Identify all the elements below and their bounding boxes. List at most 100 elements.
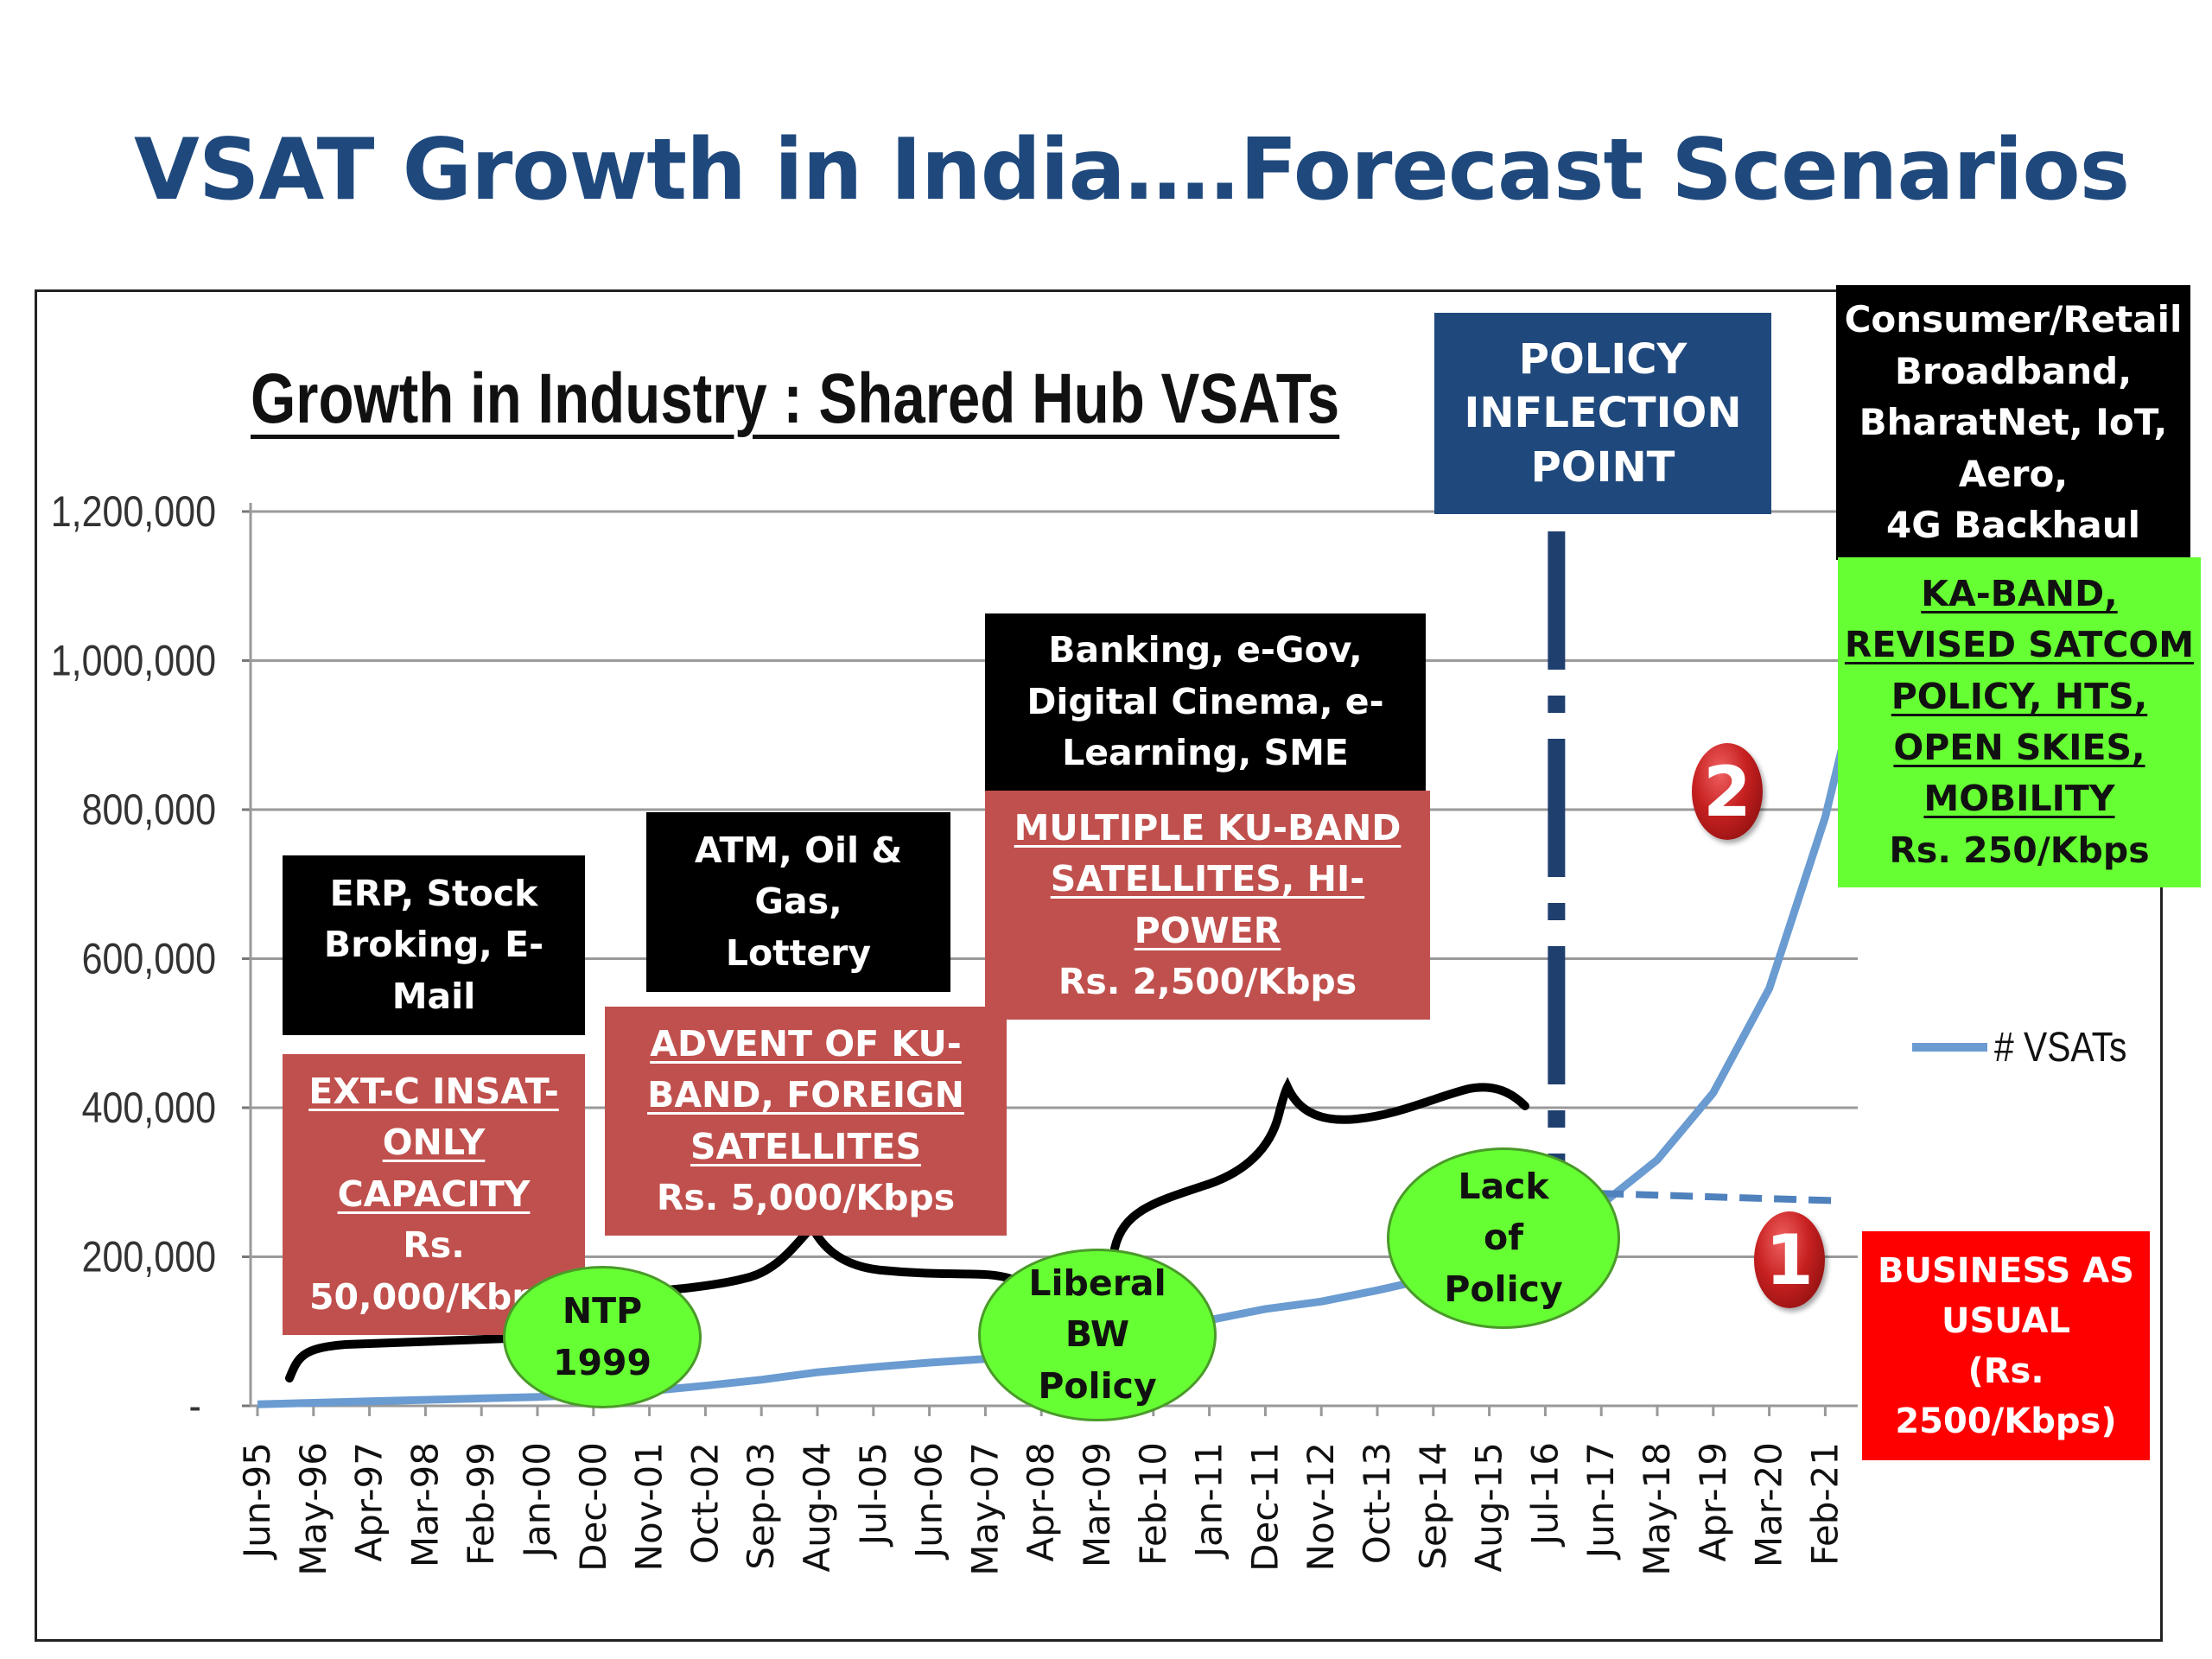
atm-line-2: Gas, [754, 880, 842, 923]
ntp-1999-oval: NTP 1999 [503, 1266, 702, 1408]
extc-price-1: Rs. [403, 1224, 465, 1267]
y-tick-label: 1,000,000 [51, 636, 216, 684]
erp-line-3: Mail [391, 975, 476, 1017]
erp-stock-box: ERP, Stock Broking, E- Mail [283, 855, 585, 1035]
x-tick-label: Dec-11 [1243, 1442, 1286, 1572]
x-tick-label: May-18 [1636, 1442, 1678, 1576]
axes: - 200,000 400,000 600,000 800,000 1,000,000 1,… [51, 487, 1858, 1576]
y-tick-label: 600,000 [82, 934, 216, 982]
advent-line-1: ADVENT OF KU- [650, 1022, 962, 1065]
bau-line-3: (Rs. [1967, 1351, 2044, 1391]
multi-ku-line-3: POWER [1134, 909, 1281, 951]
atm-oil-gas-box: ATM, Oil & Gas, Lottery [646, 812, 950, 992]
consumer-line-3: BharatNet, IoT, [1859, 401, 2168, 444]
y-tick-label: 400,000 [82, 1084, 216, 1132]
extc-line-2: ONLY [382, 1122, 486, 1164]
x-tick-label: Jan-11 [1188, 1442, 1230, 1560]
extc-line-3: CAPACITY [337, 1173, 531, 1215]
y-tick-label: 200,000 [82, 1232, 216, 1281]
x-tick-label: Oct-02 [683, 1442, 726, 1564]
brace-3 [1110, 1077, 1529, 1253]
x-tick-label: Jul-05 [852, 1442, 894, 1548]
x-tick-label: Feb-21 [1803, 1442, 1846, 1566]
ka-line-5: MOBILITY [1923, 778, 2115, 820]
y-tick-label: 1,200,000 [51, 487, 216, 536]
bau-line-1: BUSINESS AS [1878, 1250, 2134, 1291]
erp-line-2: Broking, E- [323, 924, 544, 966]
policy-line-2: INFLECTION [1464, 389, 1742, 438]
scenario-2-badge: 2 [1692, 743, 1763, 840]
x-tick-label: Nov-01 [628, 1442, 671, 1571]
x-tick-label: Aug-04 [796, 1442, 838, 1573]
consumer-line-5: 4G Backhaul [1885, 504, 2141, 547]
lack-line-1: Lack [1458, 1165, 1549, 1207]
liberal-line-2: BW [1065, 1313, 1130, 1356]
consumer-line-1: Consumer/Retail [1844, 297, 2183, 340]
legend-label: # VSATs [1994, 1025, 2126, 1071]
advent-ku-band-box: ADVENT OF KU- BAND, FOREIGN SATELLITES R… [605, 1007, 1007, 1236]
ntp-line-2: 1999 [552, 1341, 652, 1383]
banking-line-3: Learning, SME [1062, 732, 1349, 774]
ka-line-4: OPEN SKIES, [1893, 727, 2145, 768]
x-tick-label: Aug-15 [1468, 1442, 1510, 1573]
x-tick-label: Sep-03 [740, 1442, 782, 1570]
business-as-usual-box: BUSINESS AS USUAL (Rs. 2500/Kbps) [1862, 1231, 2150, 1460]
consumer-line-2: Broadband, [1894, 349, 2133, 392]
liberal-line-1: Liberal [1028, 1262, 1166, 1304]
x-tick-label: Dec-00 [572, 1442, 614, 1572]
x-tick-label: Apr-97 [348, 1442, 391, 1562]
ka-line-3: POLICY, HTS, [1891, 675, 2148, 717]
scenario-1-badge: 1 [1754, 1211, 1825, 1308]
chart-title: Growth in Industry : Shared Hub VSATs [251, 359, 1340, 438]
erp-line-1: ERP, Stock [329, 872, 538, 914]
ka-price: Rs. 250/Kbps [1889, 829, 2150, 871]
ka-line-2: REVISED SATCOM [1844, 624, 2195, 666]
bau-line-4: 2500/Kbps) [1895, 1401, 2117, 1441]
lack-line-2: of [1483, 1217, 1523, 1259]
banking-line-1: Banking, e-Gov, [1048, 629, 1363, 671]
x-tick-label: May-07 [963, 1442, 1006, 1576]
advent-line-3: SATELLITES [690, 1125, 922, 1167]
ka-line-1: KA-BAND, [1921, 572, 2118, 614]
series-business-as-usual-line [1601, 1190, 1842, 1205]
x-tick-label: Jun-95 [236, 1442, 278, 1560]
x-tick-label: Mar-20 [1748, 1442, 1790, 1567]
x-tick-label: Oct-13 [1356, 1442, 1398, 1564]
x-tick-label: Apr-19 [1692, 1442, 1734, 1562]
policy-line-3: POINT [1530, 442, 1675, 492]
atm-line-3: Lottery [725, 931, 872, 974]
x-tick-label: Jul-16 [1523, 1442, 1566, 1548]
x-tick-label: Jun-17 [1580, 1442, 1622, 1560]
lack-line-3: Policy [1444, 1268, 1563, 1310]
multi-ku-price: Rs. 2,500/Kbps [1058, 960, 1357, 1002]
multiple-ku-band-box: MULTIPLE KU-BAND SATELLITES, HI- POWER R… [985, 791, 1430, 1020]
x-tick-label: Mar-98 [404, 1442, 446, 1567]
ntp-line-1: NTP [562, 1290, 643, 1332]
x-tick-label: Jan-00 [516, 1442, 558, 1560]
atm-line-1: ATM, Oil & [694, 829, 903, 871]
y-tick-label: 800,000 [82, 785, 216, 834]
banking-box: Banking, e-Gov, Digital Cinema, e- Learn… [985, 613, 1426, 791]
ka-band-box: KA-BAND, REVISED SATCOM POLICY, HTS, OPE… [1838, 557, 2201, 887]
advent-line-2: BAND, FOREIGN [647, 1074, 964, 1116]
x-tick-label: Feb-10 [1132, 1442, 1174, 1566]
lack-of-policy-oval: Lack of Policy [1387, 1147, 1620, 1329]
liberal-line-3: Policy [1038, 1364, 1157, 1407]
multi-ku-line-2: SATELLITES, HI- [1050, 858, 1365, 900]
advent-price: Rs. 5,000/Kbps [656, 1176, 956, 1218]
bau-line-2: USUAL [1942, 1300, 2070, 1341]
x-tick-label: Feb-99 [460, 1442, 502, 1566]
liberal-bw-policy-oval: Liberal BW Policy [978, 1249, 1217, 1421]
x-tick-label: Jun-06 [908, 1442, 950, 1560]
legend: # VSATs [1912, 1025, 2126, 1071]
x-tick-label: Mar-09 [1076, 1442, 1118, 1567]
multi-ku-line-1: MULTIPLE KU-BAND [1014, 806, 1402, 849]
x-tick-label: Apr-08 [1020, 1442, 1062, 1562]
x-tick-label: Sep-14 [1412, 1442, 1454, 1570]
x-tick-label: Nov-12 [1300, 1442, 1342, 1571]
banking-line-2: Digital Cinema, e- [1027, 680, 1384, 722]
consumer-line-4: Aero, [1958, 452, 2069, 495]
policy-line-1: POLICY [1518, 334, 1688, 384]
y-tick-label: - [188, 1382, 200, 1430]
